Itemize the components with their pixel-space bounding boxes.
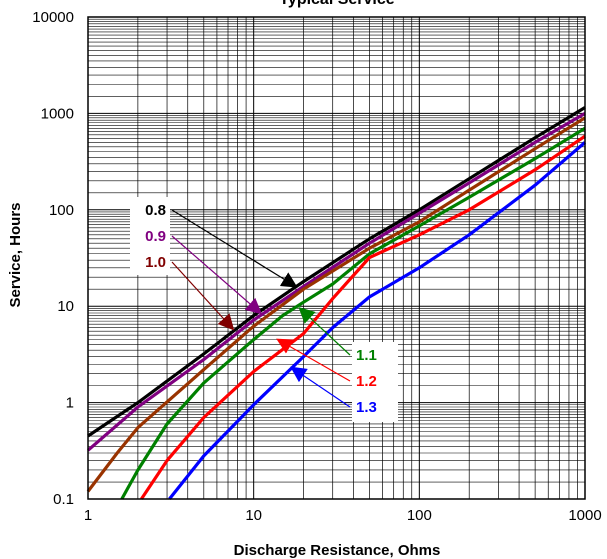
callout-arrow-1.2 <box>276 338 351 382</box>
series-line-1.2 <box>140 134 586 500</box>
series-line-1.3 <box>168 141 587 500</box>
callout-box-right <box>352 342 398 422</box>
callout-arrow-1.3 <box>290 366 351 408</box>
y-axis-title: Service, Hours <box>7 202 24 307</box>
chart-title: Typical Service <box>279 0 394 8</box>
x-tick-label: 1000 <box>568 507 601 524</box>
y-tick-label: 1 <box>66 395 74 412</box>
x-tick-label: 10 <box>245 507 262 524</box>
x-tick-label: 1 <box>84 507 92 524</box>
callout-label-1.1: 1.1 <box>356 347 377 364</box>
callout-label-1.0: 1.0 <box>145 254 166 271</box>
series-lines <box>86 106 587 500</box>
x-axis-title: Discharge Resistance, Ohms <box>234 542 441 559</box>
x-tick-label: 100 <box>407 507 432 524</box>
x-tick-labels: 1 10 100 1000 <box>84 507 602 524</box>
y-tick-label: 100 <box>49 202 74 219</box>
callout-label-1.3: 1.3 <box>356 399 377 416</box>
series-line-1.0 <box>86 116 586 493</box>
callout-arrow-0.9 <box>171 235 263 315</box>
callout-box-left <box>130 197 170 275</box>
callout-label-1.2: 1.2 <box>356 373 377 390</box>
series-callouts: 0.8 0.9 1.0 1.1 1.2 1.3 <box>130 197 398 422</box>
y-tick-labels: 0.1 1 10 100 1000 10000 <box>32 9 74 508</box>
y-tick-label: 10 <box>57 298 74 315</box>
plot-frame <box>87 16 586 500</box>
y-tick-label: 0.1 <box>53 491 74 508</box>
y-tick-label: 1000 <box>41 105 74 122</box>
callout-label-0.8: 0.8 <box>145 202 166 219</box>
series-line-1.1 <box>120 126 586 500</box>
y-tick-label: 10000 <box>32 9 74 26</box>
callout-arrow-1.1 <box>298 306 351 356</box>
series-line-0.9 <box>86 112 586 452</box>
callout-label-0.9: 0.9 <box>145 228 166 245</box>
callout-arrow-1.0 <box>171 261 235 331</box>
series-line-0.8 <box>87 106 586 438</box>
callout-arrow-0.8 <box>171 209 298 288</box>
